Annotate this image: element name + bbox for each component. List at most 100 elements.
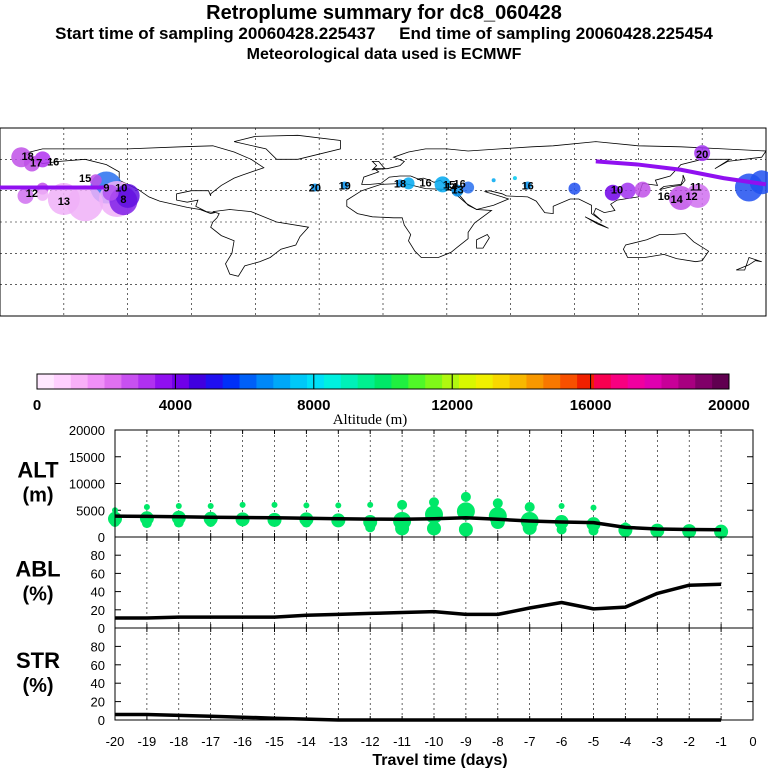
coastline [371,161,386,171]
map-time-label: 12 [26,188,38,200]
particle-point [175,502,182,509]
plume-circle [115,183,140,208]
x-tick-label: -10 [425,734,444,749]
plume-circle [604,184,621,201]
particle-point [492,498,503,509]
coastline [659,174,686,190]
coastline [622,233,710,263]
colorbar-swatch [695,374,713,389]
coastline [234,134,341,160]
colorbar-swatch [290,374,308,389]
colorbar-swatch [172,374,190,389]
panel-ylabel: ABL [15,557,60,582]
colorbar-swatch [37,374,55,389]
colorbar-swatch [340,374,359,389]
colorbar-swatch [560,374,578,389]
plume-circle [568,182,581,195]
plume-circle [89,174,102,187]
map-time-label: 9 [103,183,109,195]
time-series-panels: 05000100001500020000ALT(m)020406080ABL(%… [15,423,756,768]
map-time-label: 13 [58,196,70,208]
panel-frame [114,627,754,721]
colorbar-swatch [307,374,325,389]
y-tick-label: 60 [91,566,105,581]
abl-series-line [115,582,722,620]
particle-point [367,501,374,508]
map-time-label: 20 [309,183,321,195]
colorbar-swatch [442,374,460,389]
particle-point [458,522,473,537]
x-tick-label: -11 [393,734,411,749]
plume-circle [67,185,104,222]
particle-point [303,502,310,509]
colorbar-swatch [239,374,257,389]
colorbar-swatch [408,374,426,389]
colorbar-tick-label: 12000 [431,397,473,414]
coastline [24,145,265,215]
map-time-label: 12 [685,191,697,203]
panel-abl: 0 20 40 60 80 ABL(%) [15,536,754,636]
particle-point [143,504,150,511]
map-time-label: 20 [696,149,708,161]
colorbar-swatch [205,374,224,389]
y-tick-label: 40 [91,585,105,600]
map-time-label: 13 [451,185,463,197]
x-tick-label: -19 [138,734,157,749]
y-tick-label: 0 [98,530,105,545]
y-tick-label: 0 [98,621,105,636]
x-tick-label: -9 [460,734,472,749]
particle-point [490,515,505,530]
plume-circle [685,183,710,208]
particle-point [429,497,439,508]
met-data-label: Meteorological data used is ECMWF [246,46,522,63]
map-time-label: 18 [394,178,406,190]
colorbar-swatch [374,374,392,389]
map-time-label: 16 [522,180,534,192]
colorbar-swatch [712,374,730,389]
map-time-label: 14 [671,194,684,206]
colorbar-swatch [155,374,173,389]
x-tick-label: -15 [265,734,284,749]
colorbar-swatch [593,374,612,389]
x-tick-label: -8 [492,734,504,749]
panel-ylabel: STR [16,648,60,673]
map-time-label: 18 [22,151,34,163]
coastline [736,256,762,271]
x-tick-label: -3 [652,734,664,749]
y-tick-label: 80 [91,639,105,654]
x-tick-label: -6 [556,734,568,749]
coastline [346,182,493,258]
colorbar-swatch [138,374,156,389]
particle-point [590,504,597,511]
particle-point [397,499,408,510]
colorbar-swatch [70,374,89,389]
colorbar-swatch [475,374,494,389]
plume-circle [619,182,636,199]
colorbar-swatch [610,374,629,389]
start-time-label: Start time of sampling 20060428.225437 [55,24,376,43]
colorbar-swatch [526,374,544,389]
colorbar-swatch [543,374,561,389]
str-series-line [115,712,722,722]
colorbar-swatch [188,374,207,389]
particle-point [173,517,184,528]
particle-point [524,502,535,513]
x-tick-label: -4 [620,734,632,749]
colorbar-tick-label: 16000 [570,397,612,414]
map-time-label: 17 [30,157,42,169]
particle-point [427,521,441,536]
panel-ylabel: ALT [17,458,59,483]
colorbar-swatch [425,374,443,389]
x-tick-label: -16 [233,734,252,749]
plume-circle [434,176,451,193]
particle-point [239,501,246,508]
coastline [584,216,609,229]
colorbar-tick-label: 0 [33,397,41,414]
x-tick-label: -18 [169,734,188,749]
y-tick-label: 40 [91,676,105,691]
map-time-label: 15 [79,173,91,185]
map-time-label: 16 [47,156,59,168]
map-time-label: 15 [443,179,455,191]
